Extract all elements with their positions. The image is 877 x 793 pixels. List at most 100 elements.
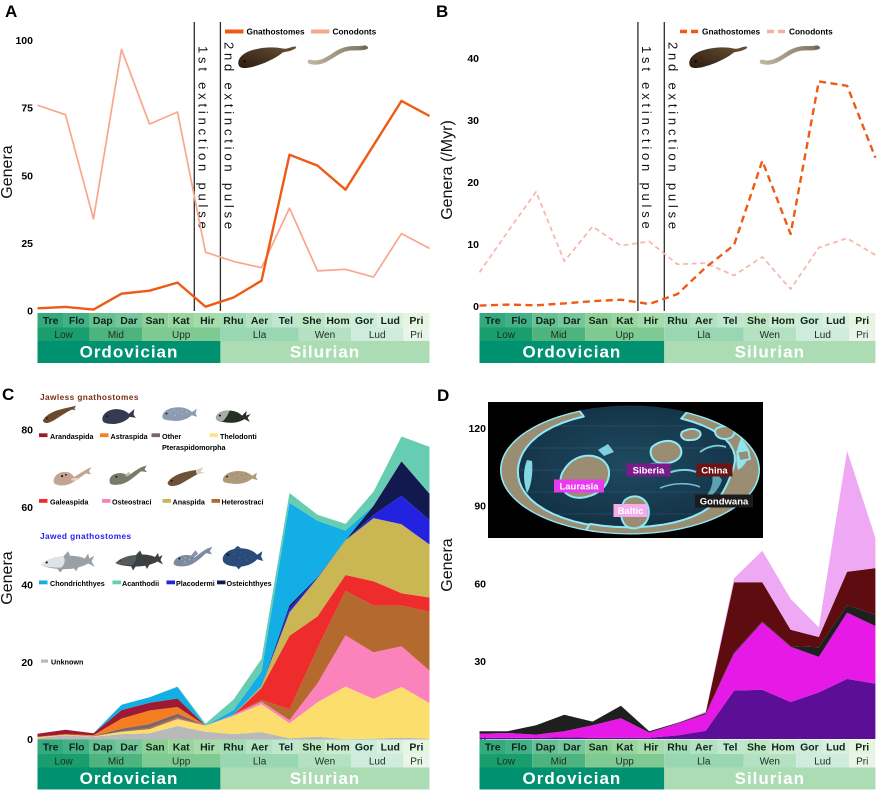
- svg-text:Tel: Tel: [723, 315, 737, 327]
- svg-text:20: 20: [21, 657, 33, 669]
- svg-text:She: She: [747, 315, 766, 327]
- svg-text:Flo: Flo: [69, 315, 85, 327]
- svg-text:Wen: Wen: [760, 330, 780, 341]
- svg-text:2nd extinction pulse: 2nd extinction pulse: [221, 42, 236, 233]
- svg-text:Aer: Aer: [251, 315, 269, 327]
- svg-text:Dar: Dar: [563, 315, 581, 327]
- svg-text:120: 120: [468, 423, 486, 435]
- svg-text:Heterostraci: Heterostraci: [222, 498, 264, 507]
- svg-text:Genera: Genera: [0, 145, 16, 198]
- svg-text:Lla: Lla: [697, 757, 711, 768]
- svg-text:Gor: Gor: [800, 742, 819, 754]
- svg-text:60: 60: [21, 502, 33, 514]
- svg-text:Pri: Pri: [856, 330, 868, 341]
- svg-text:Astraspida: Astraspida: [111, 432, 149, 441]
- svg-text:Silurian: Silurian: [290, 769, 360, 788]
- svg-text:Osteostraci: Osteostraci: [112, 498, 152, 507]
- svg-text:Wen: Wen: [315, 757, 335, 768]
- svg-text:Acanthodii: Acanthodii: [122, 579, 159, 588]
- svg-text:Baltic: Baltic: [618, 506, 644, 517]
- svg-text:Pteraspidomorpha: Pteraspidomorpha: [162, 443, 227, 452]
- svg-text:1st extinction pulse: 1st extinction pulse: [639, 46, 654, 233]
- svg-text:Rhu: Rhu: [667, 742, 687, 754]
- svg-text:Lud: Lud: [381, 315, 400, 327]
- svg-text:She: She: [747, 742, 766, 754]
- svg-text:Dar: Dar: [120, 315, 138, 327]
- svg-text:San: San: [589, 742, 608, 754]
- svg-text:25: 25: [21, 238, 33, 250]
- svg-text:40: 40: [467, 53, 479, 65]
- svg-text:Conodonts: Conodonts: [789, 27, 833, 37]
- svg-text:Gondwana: Gondwana: [700, 497, 749, 508]
- svg-text:Lla: Lla: [253, 330, 267, 341]
- svg-text:Silurian: Silurian: [735, 769, 805, 788]
- svg-text:0: 0: [27, 306, 33, 318]
- svg-text:Pri: Pri: [409, 742, 423, 754]
- svg-text:80: 80: [21, 425, 33, 437]
- svg-text:Upp: Upp: [616, 757, 635, 768]
- svg-text:Ordovician: Ordovician: [522, 343, 621, 362]
- svg-text:Flo: Flo: [69, 742, 85, 754]
- svg-text:A: A: [5, 2, 17, 21]
- svg-text:Tel: Tel: [723, 742, 737, 754]
- svg-text:90: 90: [474, 501, 486, 513]
- svg-text:Low: Low: [54, 757, 73, 768]
- svg-text:Thelodonti: Thelodonti: [220, 432, 257, 441]
- svg-text:Tel: Tel: [279, 742, 293, 754]
- svg-text:Gnathostomes: Gnathostomes: [247, 27, 305, 37]
- svg-text:She: She: [302, 742, 321, 754]
- svg-text:Ordovician: Ordovician: [80, 343, 179, 362]
- svg-text:Lud: Lud: [826, 742, 845, 754]
- svg-text:Low: Low: [497, 757, 516, 768]
- svg-text:1st extinction pulse: 1st extinction pulse: [195, 46, 210, 233]
- svg-text:Lud: Lud: [369, 330, 386, 341]
- svg-text:San: San: [145, 315, 164, 327]
- svg-text:Pri: Pri: [855, 315, 869, 327]
- svg-text:Upp: Upp: [172, 330, 191, 341]
- svg-text:20: 20: [467, 177, 479, 189]
- svg-text:Dar: Dar: [563, 742, 581, 754]
- svg-text:Rhu: Rhu: [223, 315, 243, 327]
- svg-text:Tre: Tre: [485, 742, 501, 754]
- svg-text:Other: Other: [162, 432, 181, 441]
- svg-text:C: C: [2, 385, 14, 404]
- svg-text:Dap: Dap: [536, 742, 556, 754]
- svg-text:Genera (/Myr): Genera (/Myr): [439, 120, 456, 220]
- svg-text:Gor: Gor: [355, 315, 374, 327]
- svg-text:Lud: Lud: [381, 742, 400, 754]
- svg-text:Kat: Kat: [173, 742, 190, 754]
- svg-text:Ordovician: Ordovician: [522, 769, 621, 788]
- svg-text:Unknown: Unknown: [51, 658, 83, 667]
- svg-text:Hom: Hom: [326, 742, 349, 754]
- svg-text:Aer: Aer: [251, 742, 269, 754]
- svg-text:Hir: Hir: [644, 315, 659, 327]
- svg-text:Genera: Genera: [439, 538, 456, 591]
- svg-text:Wen: Wen: [315, 330, 335, 341]
- svg-text:Gor: Gor: [355, 742, 374, 754]
- svg-text:San: San: [145, 742, 164, 754]
- svg-text:Hir: Hir: [200, 315, 215, 327]
- svg-text:San: San: [589, 315, 608, 327]
- svg-text:Kat: Kat: [616, 742, 633, 754]
- svg-text:Silurian: Silurian: [290, 343, 360, 362]
- svg-text:Silurian: Silurian: [735, 343, 805, 362]
- svg-text:Pri: Pri: [855, 742, 869, 754]
- svg-text:Arandaspida: Arandaspida: [50, 432, 95, 441]
- svg-text:Gor: Gor: [800, 315, 819, 327]
- svg-text:2nd extinction pulse: 2nd extinction pulse: [665, 42, 680, 233]
- svg-text:Lud: Lud: [814, 330, 831, 341]
- svg-text:D: D: [437, 386, 449, 405]
- svg-text:Jawless gnathostomes: Jawless gnathostomes: [40, 392, 139, 402]
- svg-text:Hir: Hir: [200, 742, 215, 754]
- svg-text:0: 0: [473, 301, 479, 313]
- svg-text:Pri: Pri: [410, 330, 422, 341]
- svg-text:Low: Low: [54, 330, 73, 341]
- svg-text:Genera: Genera: [0, 551, 16, 604]
- svg-text:Jawed gnathostomes: Jawed gnathostomes: [40, 531, 132, 541]
- svg-text:Mid: Mid: [108, 757, 124, 768]
- svg-text:Pri: Pri: [410, 757, 422, 768]
- svg-text:B: B: [436, 2, 448, 21]
- svg-text:Wen: Wen: [760, 757, 780, 768]
- svg-text:Lla: Lla: [253, 757, 267, 768]
- svg-text:Low: Low: [497, 330, 516, 341]
